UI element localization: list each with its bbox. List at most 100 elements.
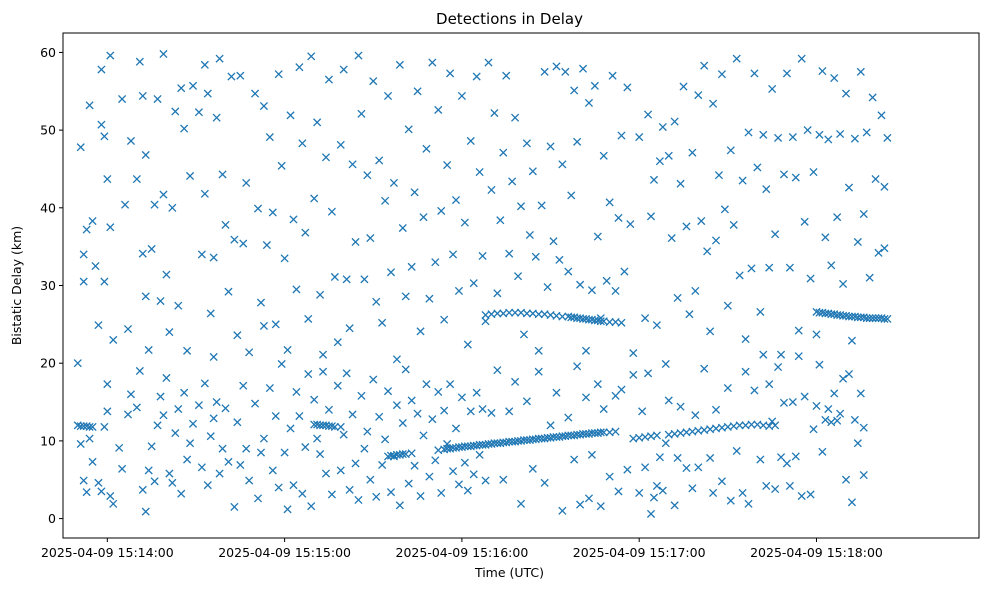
data-point-100 [351,237,360,247]
data-point-285 [94,478,103,487]
data-point-86 [310,194,319,203]
data-point-410 [493,366,502,375]
data-point-223 [720,205,729,214]
data-point-154 [511,113,520,122]
data-point-212 [688,148,697,157]
data-point-42 [183,346,192,355]
data-point-148 [493,289,502,298]
data-point-184 [599,151,608,160]
data-point-190 [617,131,626,140]
data-point-489 [821,415,830,424]
data-point-265 [844,183,854,192]
data-point-323 [218,444,227,453]
data-point-307 [168,478,177,487]
data-point-498 [847,498,857,507]
data-point-199 [649,175,659,184]
data-point-497 [844,370,854,379]
data-point-40 [177,84,186,93]
data-point-38 [171,107,180,116]
data-point-399 [454,480,464,489]
data-point-470 [762,481,771,491]
data-point-206 [670,117,679,126]
data-point-106 [369,77,378,86]
data-point-333 [253,494,263,503]
data-point-188 [611,286,620,295]
data-point-388 [422,380,431,389]
data-point-263 [839,279,848,289]
data-point-200 [652,321,661,330]
data-point-336 [265,383,274,393]
x-tick-label-4: 2025-04-09 15:18:00 [750,545,883,560]
y-tick-label-6: 60 [40,45,56,60]
data-point-168 [552,62,561,71]
data-point-575 [578,429,588,438]
data-point-138 [463,340,472,349]
data-point-231 [744,128,753,137]
data-point-129 [437,206,446,215]
data-point-272 [865,273,874,282]
data-point-131 [443,161,452,170]
data-point-284 [88,457,97,466]
data-point-361 [342,369,351,378]
y-tick-label-1: 10 [40,433,56,448]
data-point-205 [667,234,676,243]
data-point-337 [268,466,277,475]
data-point-387 [419,431,428,440]
data-point-246 [788,133,797,142]
data-point-220 [711,236,721,245]
data-point-368 [363,427,372,436]
data-point-310 [177,489,186,498]
data-point-112 [386,268,396,277]
data-point-540 [475,440,484,449]
data-point-15 [106,51,115,60]
data-point-186 [605,198,614,207]
data-point-234 [753,163,762,172]
data-point-464 [738,488,747,497]
data-point-139 [466,136,475,146]
data-point-73 [271,320,280,329]
data-point-119 [407,262,416,271]
data-point-369 [366,475,375,484]
data-point-123 [419,213,428,222]
data-point-479 [788,397,797,407]
data-point-135 [454,286,464,295]
data-point-90 [321,153,331,162]
data-point-339 [274,483,283,492]
data-point-95 [336,140,345,149]
data-point-253 [809,168,818,177]
data-point-501 [856,389,865,398]
data-point-426 [581,393,591,402]
data-point-108 [375,156,384,165]
data-point-604 [747,420,756,429]
data-point-96 [339,65,348,74]
data-point-509 [88,422,97,431]
data-point-442 [646,509,656,518]
data-point-150 [499,148,508,157]
data-point-423 [570,455,579,464]
data-point-192 [623,83,632,92]
data-point-613 [505,308,514,317]
data-point-163 [537,201,546,210]
data-point-50 [206,309,215,318]
data-point-365 [354,495,363,504]
data-point-343 [286,424,295,433]
data-point-75 [277,161,286,170]
data-point-143 [478,251,487,261]
data-point-578 [587,429,596,438]
data-point-189 [614,213,623,222]
data-point-322 [215,469,224,478]
data-point-473 [771,484,780,494]
data-point-120 [410,188,419,197]
data-point-417 [534,367,543,376]
data-point-49 [203,89,212,98]
data-point-243 [779,170,789,179]
data-point-431 [599,404,608,414]
data-point-452 [682,464,691,473]
data-point-165 [543,282,552,292]
data-point-193 [626,220,635,229]
data-point-11 [100,132,109,141]
data-point-76 [280,254,289,263]
data-point-141 [472,72,481,81]
data-point-394 [440,406,449,415]
data-point-390 [428,415,437,424]
